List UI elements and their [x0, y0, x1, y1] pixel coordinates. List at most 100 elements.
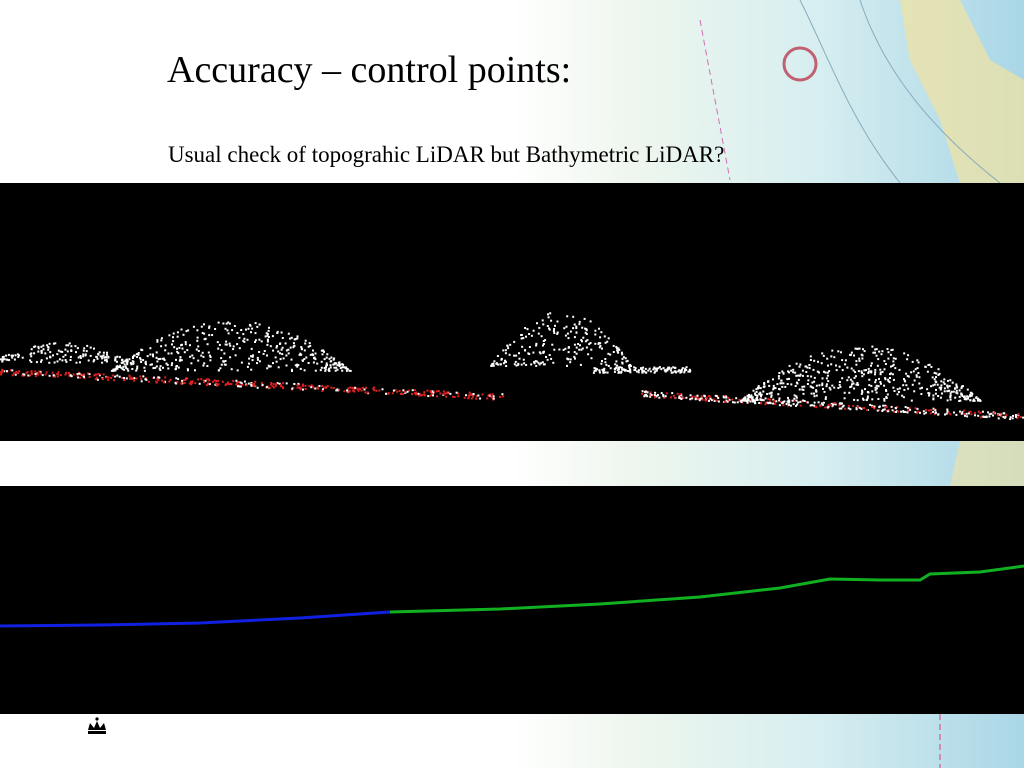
lidar-point: [866, 397, 869, 400]
lidar-point: [29, 359, 32, 362]
lidar-point: [813, 376, 816, 379]
lidar-point: [125, 367, 128, 369]
lidar-point: [633, 366, 636, 369]
lidar-point: [948, 385, 951, 388]
lidar-point: [432, 394, 434, 397]
lidar-point: [839, 385, 842, 388]
lidar-point: [30, 371, 33, 374]
lidar-point: [404, 391, 407, 394]
lidar-point: [181, 379, 184, 382]
lidar-point: [208, 383, 211, 386]
lidar-point: [457, 395, 460, 398]
lidar-point: [790, 369, 793, 372]
lidar-point: [892, 363, 895, 366]
lidar-point: [928, 363, 931, 366]
lidar-point: [198, 382, 201, 385]
lidar-point: [920, 393, 923, 395]
lidar-point: [715, 395, 718, 398]
lidar-point: [95, 356, 98, 358]
lidar-point: [826, 371, 829, 374]
lidar-point: [563, 327, 566, 330]
lidar-point: [270, 382, 273, 384]
lidar-point: [860, 372, 863, 374]
lidar-point: [854, 347, 857, 350]
lidar-point: [567, 337, 570, 340]
lidar-point: [972, 399, 975, 402]
lidar-point: [236, 369, 239, 372]
lidar-point: [56, 373, 59, 376]
lidar-point: [886, 348, 889, 350]
lidar-point: [175, 365, 178, 367]
lidar-point: [867, 367, 870, 370]
lidar-point: [612, 344, 615, 347]
lidar-point: [858, 347, 861, 350]
lidar-point: [361, 386, 364, 389]
lidar-point: [670, 367, 673, 370]
lidar-point: [883, 399, 886, 402]
lidar-point: [220, 363, 223, 366]
lidar-point: [172, 332, 175, 335]
lidar-point: [189, 344, 191, 347]
lidar-point: [165, 362, 168, 365]
lidar-point: [813, 404, 816, 407]
lidar-point: [92, 360, 95, 363]
lidar-point: [118, 375, 121, 378]
lidar-point: [431, 390, 434, 393]
lidar-point: [407, 389, 410, 392]
lidar-point: [678, 369, 681, 372]
lidar-point: [318, 385, 321, 387]
lidar-point: [883, 408, 886, 411]
lidar-point: [723, 396, 725, 399]
lidar-point: [158, 376, 161, 379]
lidar-point: [65, 371, 68, 374]
lidar-point: [163, 359, 166, 361]
lidar-point: [37, 347, 40, 350]
lidar-point: [871, 390, 874, 393]
lidar-point: [114, 375, 117, 378]
lidar-point: [586, 339, 589, 342]
lidar-point: [763, 383, 766, 386]
lidar-point: [36, 373, 39, 376]
lidar-point: [507, 347, 510, 350]
lidar-point: [744, 396, 747, 399]
lidar-point: [0, 373, 3, 376]
lidar-point: [898, 387, 901, 390]
lidar-point: [616, 364, 619, 367]
lidar-point: [453, 395, 456, 398]
lidar-point: [261, 383, 264, 386]
lidar-point: [584, 340, 587, 343]
lidar-point: [227, 332, 230, 335]
lidar-point: [316, 386, 319, 389]
lidar-point: [892, 386, 895, 389]
lidar-point: [88, 375, 91, 378]
lidar-point: [793, 397, 796, 400]
lidar-point: [225, 322, 228, 325]
lidar-point: [564, 334, 567, 337]
lidar-point: [179, 358, 182, 361]
lidar-point: [556, 331, 559, 334]
lidar-point: [293, 383, 296, 385]
lidar-point: [843, 397, 846, 400]
lidar-point: [870, 362, 873, 365]
lidar-point: [874, 381, 877, 384]
lidar-point: [471, 395, 474, 398]
lidar-point: [411, 389, 414, 392]
lidar-point: [578, 320, 581, 323]
lidar-point: [538, 351, 541, 354]
lidar-point: [746, 400, 748, 402]
lidar-point: [852, 404, 855, 407]
lidar-point: [105, 360, 108, 363]
lidar-point: [874, 388, 877, 391]
lidar-point: [912, 370, 915, 373]
lidar-point: [139, 357, 142, 360]
lidar-point: [736, 401, 739, 404]
lidar-point: [285, 354, 288, 357]
lidar-point: [45, 357, 48, 360]
lidar-point: [107, 378, 110, 381]
lidar-point: [190, 362, 193, 365]
lidar-point: [79, 356, 82, 359]
lidar-point: [106, 351, 108, 354]
lidar-point: [987, 411, 990, 414]
lidar-point: [881, 370, 884, 373]
lidar-point: [522, 337, 525, 340]
